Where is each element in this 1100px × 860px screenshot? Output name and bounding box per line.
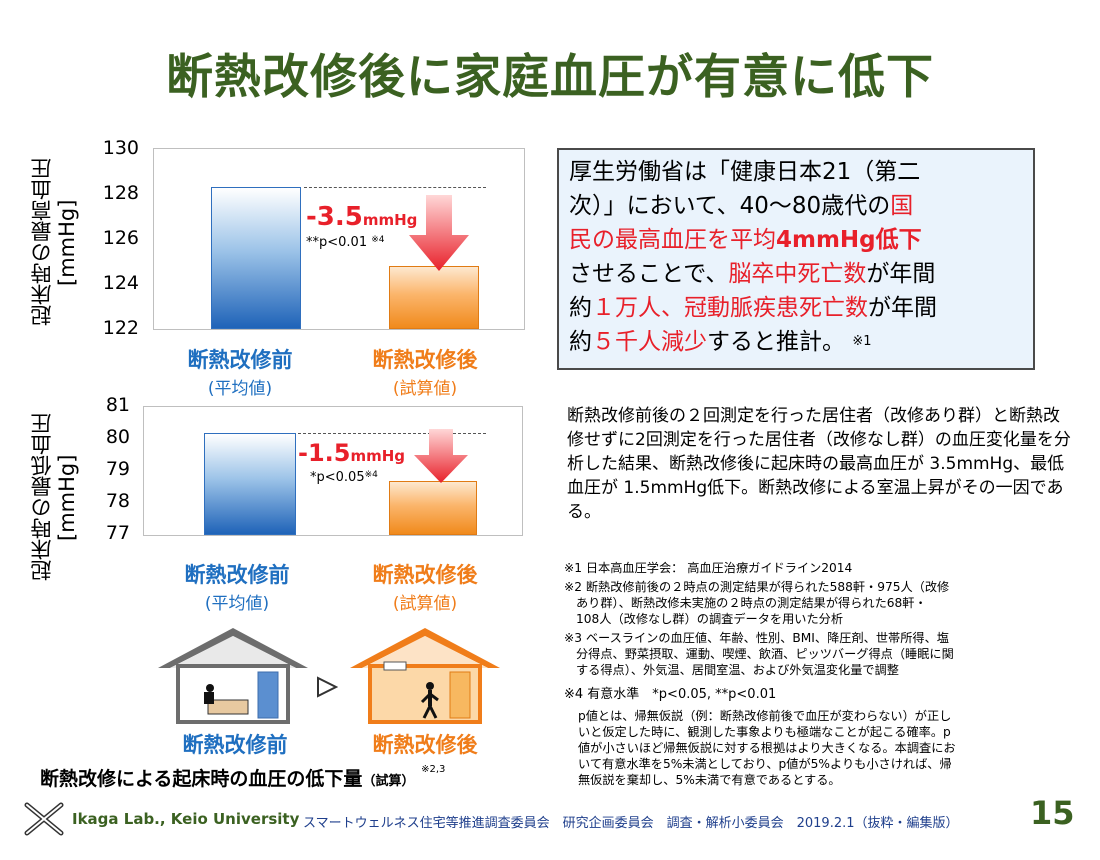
difference-label: -1.5mmHg [298,439,406,467]
description-text: 断熱改修前後の２回測定を行った居住者（改修あり群）と断熱改修せずに2回測定を行っ… [567,406,1071,522]
y-tick: 77 [105,522,130,544]
category-label-before: 断熱改修前 [184,563,290,587]
chart-caption: 断熱改修による起床時の血圧の低下量（試算） ※2,3 [40,764,446,790]
bar-after [389,266,479,329]
category-sub-after: (試算値) [392,379,458,399]
house-after-illustration [350,628,500,724]
footnote: 108人（改修なし群）の調査データを用いた分析 [576,612,844,626]
house-before-label: 断熱改修前 [182,733,288,757]
bar-before [204,432,296,535]
footnote: いと仮定した時に、観測した事象よりも極端なことが起こる確率。p [578,725,951,739]
difference-label: -3.5mmHg [306,202,418,232]
y-tick: 126 [102,227,139,249]
lab-name: Ikaga Lab., Keio University [72,810,300,828]
footnote: ※4 有意水準 *p<0.05, **p<0.01 [564,687,777,702]
footnote: ※1 日本高血圧学会： 高血圧治療ガイドライン2014 [564,561,853,575]
info-line: 民の最高血圧を平均4mmHg低下 [569,227,922,253]
lab-logo-icon [24,802,64,836]
category-label-after: 断熱改修後 [372,348,478,372]
y-tick: 78 [105,490,130,512]
decrease-arrow [409,195,469,271]
info-line: 約５千人減少すると推計。 ※1 [569,329,872,355]
footnote: p値とは、帰無仮説（例：断熱改修前後で血圧が変わらない）が正し [578,709,952,723]
page-title: 断熱改修後に家庭血圧が有意に低下 [166,50,934,105]
footnote: ※2 断熱改修前後の２時点の測定結果が得られた588軒・975人（改修 [564,580,950,594]
y-tick: 80 [105,426,130,448]
footnote: 分得点、野菜摂取、運動、喫煙、飲酒、ピッツバーグ得点（睡眠に関 [576,647,954,661]
footnote: ※3 ベースラインの血圧値、年齢、性別、BMI、降圧剤、世帯所得、塩 [564,631,949,645]
y-axis-label: 起床時の最低血圧 [mmHg] [30,413,79,582]
page-number: 15 [1030,794,1075,832]
plot-area: -1.5mmHg *p<0.05※4 [143,406,523,536]
info-line: 約１万人、冠動脈疾患死亡数が年間 [569,295,937,321]
triangle-arrow-icon [317,676,338,698]
house-before-illustration [158,628,308,724]
reference-dashed-line [298,432,486,434]
p-value-label: *p<0.05※4 [310,470,378,485]
footer-committee: スマートウェルネス住宅等推進調査委員会 研究企画委員会 調査・解析小委員会 20… [303,816,959,831]
footnote: 無仮説を棄却し、5%未満で有意であるとする。 [578,773,841,787]
footnote: 値が小さいほど帰無仮説に対する根拠はより大きくなる。本調査にお [578,741,956,755]
y-tick: 128 [102,182,139,204]
plot-area: -3.5mmHg **p<0.01 ※4 [153,148,525,330]
bar-before [211,187,301,329]
bar-after [389,480,477,535]
category-sub-before: (平均値) [204,594,270,614]
reference-dashed-line [304,187,486,189]
y-tick: 124 [102,272,139,294]
y-axis-label: 起床時の最高血圧 [mmHg] [30,158,79,327]
y-tick: 122 [102,317,139,339]
footnote: いて有意水準を5%未満としており、p値が5%よりも小さければ、帰 [578,757,952,771]
decrease-arrow [414,429,468,483]
y-tick: 130 [102,137,139,159]
category-sub-after: (試算値) [392,594,458,614]
house-after-label: 断熱改修後 [372,733,478,757]
category-sub-before: (平均値) [207,379,273,399]
p-value-label: **p<0.01 ※4 [306,235,385,250]
info-line: 次）」において、40～80歳代の国 [569,193,914,219]
info-line: 厚生労働省は「健康日本21（第二 [569,159,921,185]
category-label-before: 断熱改修前 [187,348,293,372]
info-line: させることで、脳卒中死亡数が年間 [569,261,936,287]
info-box: 厚生労働省は「健康日本21（第二 次）」において、40～80歳代の国 民の最高血… [557,148,1035,370]
footnote: する得点）、外気温、居間室温、および外気温変化量で調整 [576,663,899,677]
footnote: あり群）、断熱改修未実施の２時点の測定結果が得られた68軒・ [576,596,927,610]
y-tick: 79 [105,458,130,480]
y-tick: 81 [105,394,130,416]
category-label-after: 断熱改修後 [372,563,478,587]
